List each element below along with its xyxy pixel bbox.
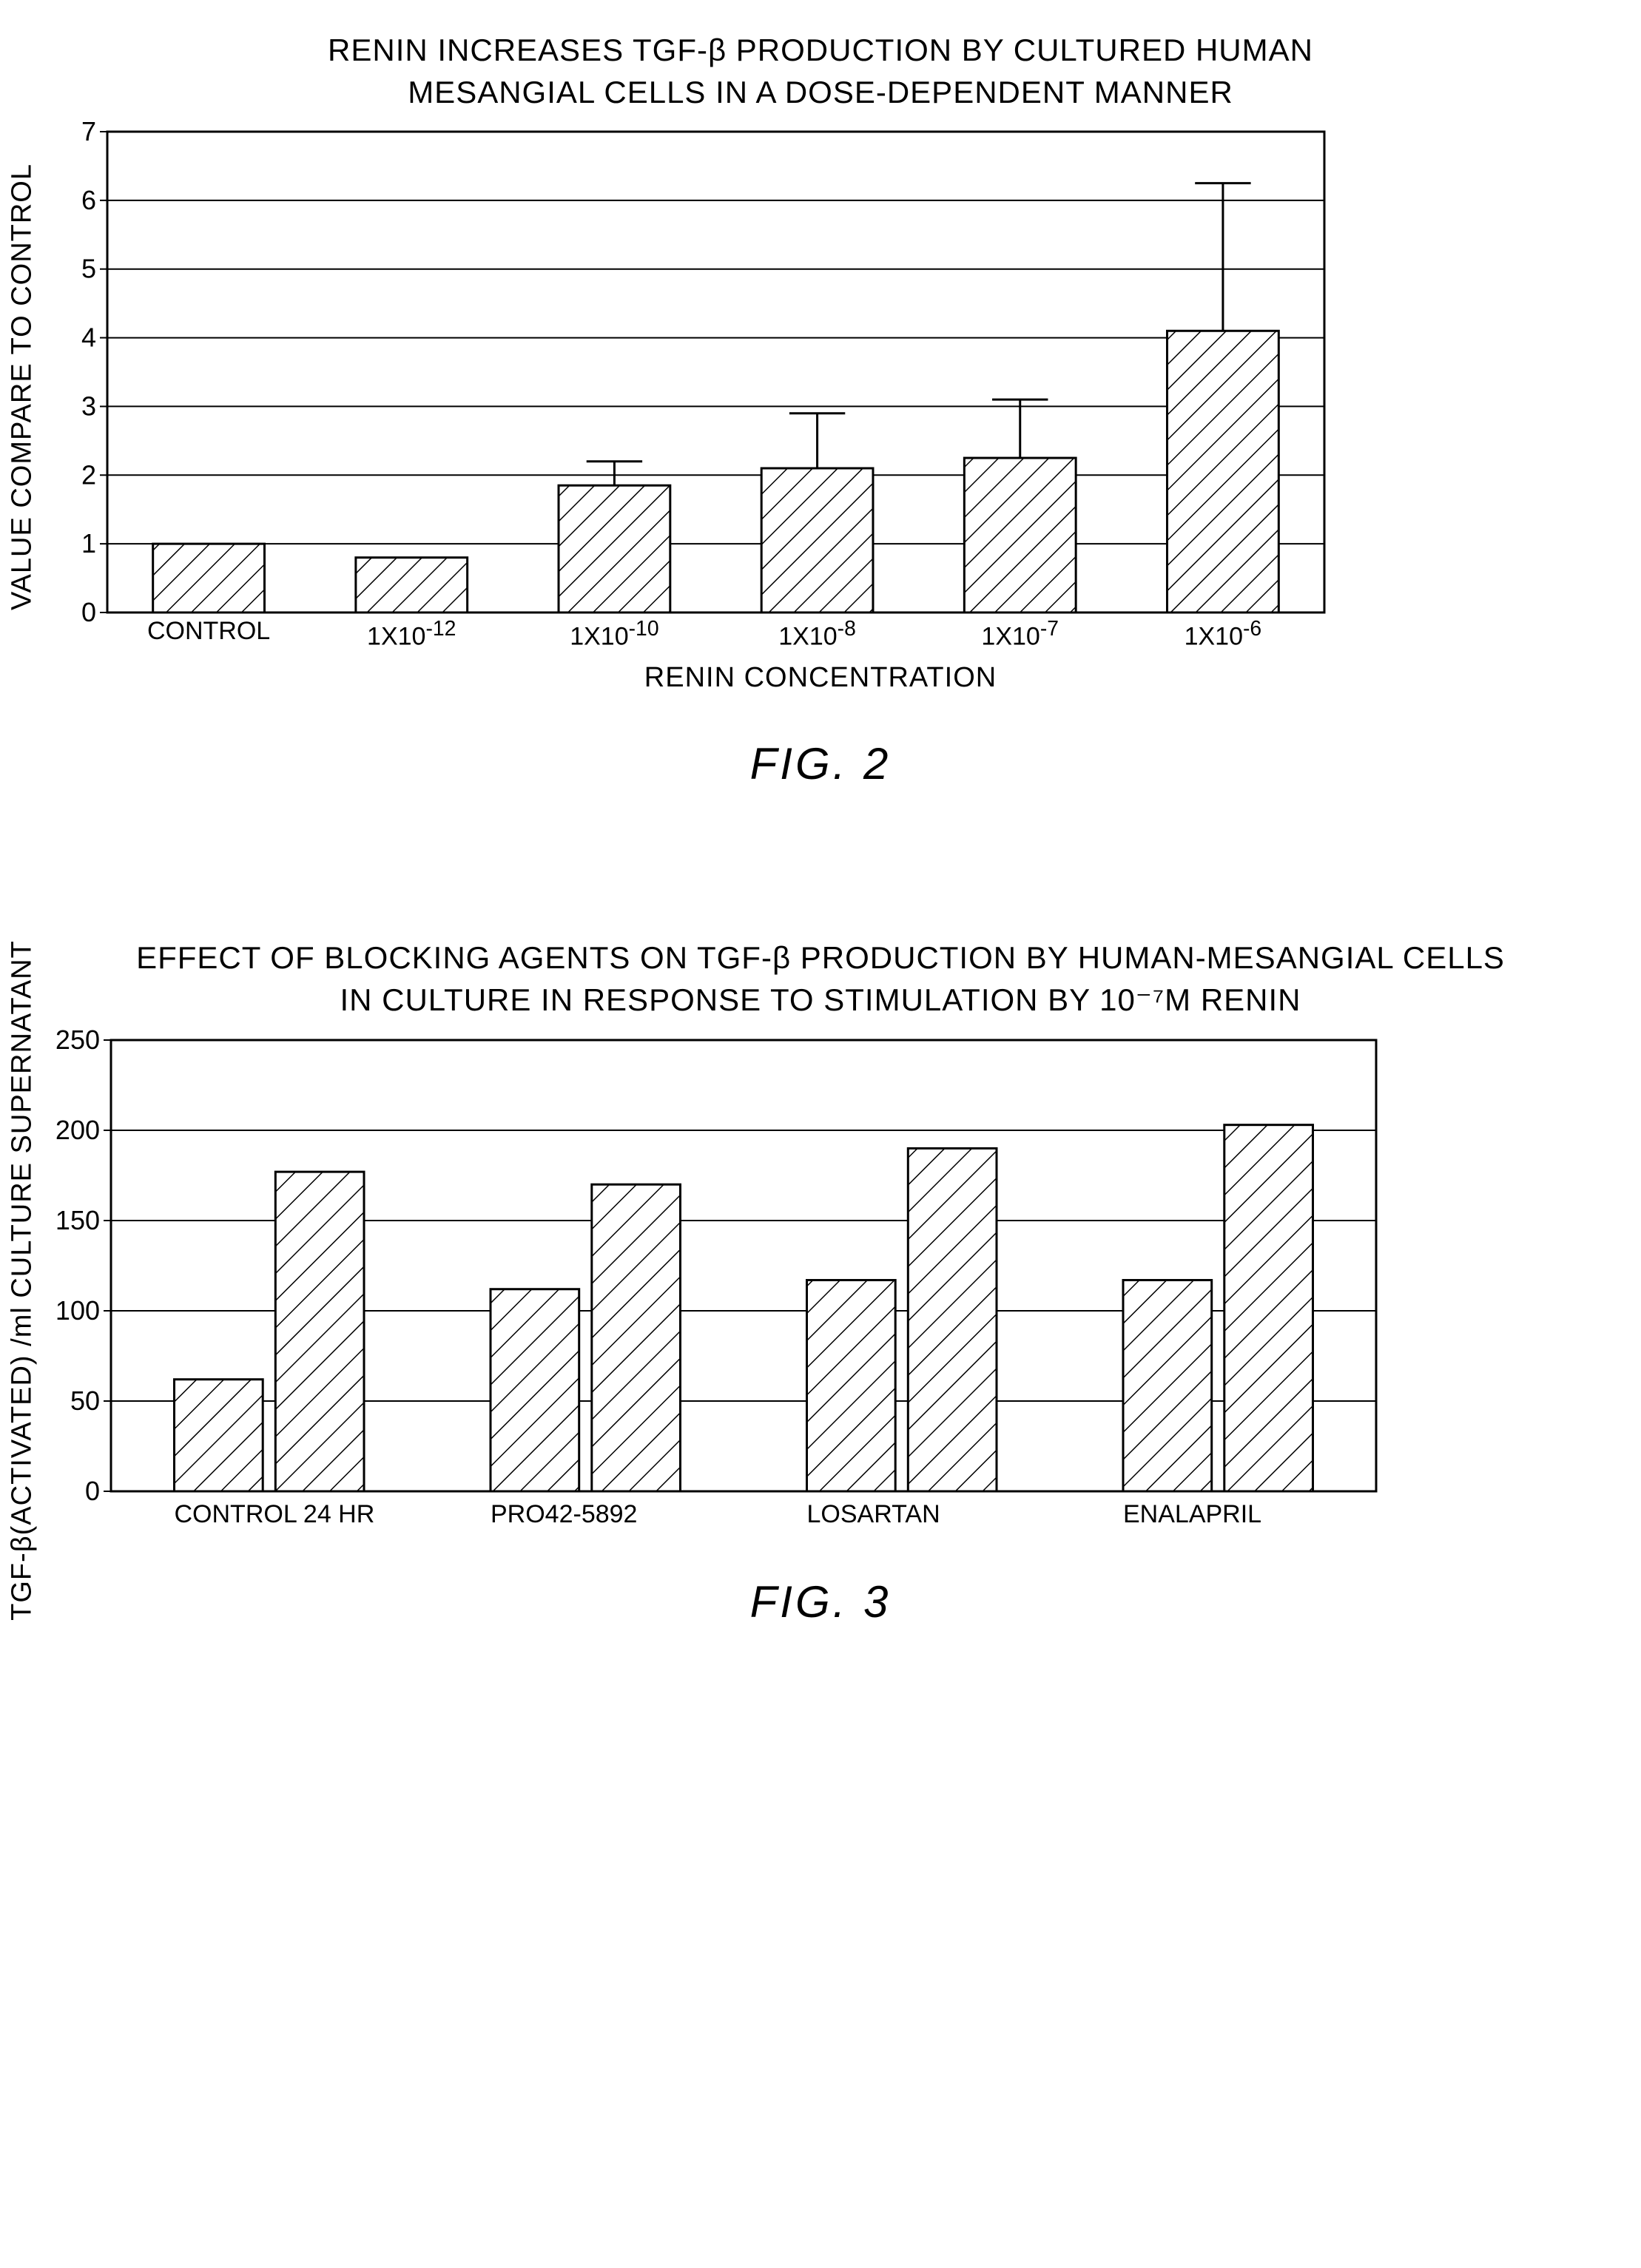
fig2-caption: FIG. 2 bbox=[30, 738, 1611, 789]
svg-text:3: 3 bbox=[81, 391, 96, 422]
figure-3: EFFECT OF BLOCKING AGENTS ON TGF-β PRODU… bbox=[30, 937, 1611, 1627]
svg-text:150: 150 bbox=[55, 1205, 100, 1235]
fig2-chart: 01234567CONTROL1X10-121X10-101X10-81X10-… bbox=[30, 121, 1347, 653]
figure-2: RENIN INCREASES TGF-β PRODUCTION BY CULT… bbox=[30, 30, 1611, 789]
svg-text:50: 50 bbox=[70, 1386, 100, 1416]
svg-text:250: 250 bbox=[55, 1029, 100, 1055]
svg-text:4: 4 bbox=[81, 323, 96, 353]
svg-text:ENALAPRIL: ENALAPRIL bbox=[1123, 1500, 1261, 1528]
bar bbox=[964, 458, 1076, 612]
svg-text:7: 7 bbox=[81, 121, 96, 146]
bar bbox=[592, 1184, 681, 1491]
bar bbox=[356, 558, 468, 612]
fig3-chart-wrap: TGF-β(ACTIVATED) /ml CULTURE SUPERNATANT… bbox=[30, 1029, 1611, 1532]
svg-text:6: 6 bbox=[81, 185, 96, 215]
bar bbox=[1123, 1280, 1212, 1491]
bar bbox=[761, 468, 873, 612]
fig3-caption: FIG. 3 bbox=[30, 1576, 1611, 1627]
svg-text:CONTROL 24 HR: CONTROL 24 HR bbox=[175, 1500, 375, 1528]
bar bbox=[807, 1280, 896, 1491]
svg-text:2: 2 bbox=[81, 460, 96, 490]
fig2-chart-wrap: VALUE COMPARE TO CONTROL 01234567CONTROL… bbox=[30, 121, 1611, 653]
svg-text:0: 0 bbox=[85, 1476, 100, 1506]
bar bbox=[1167, 331, 1279, 613]
svg-text:1: 1 bbox=[81, 529, 96, 559]
svg-text:0: 0 bbox=[81, 597, 96, 627]
bar bbox=[275, 1172, 364, 1491]
fig2-ylabel: VALUE COMPARE TO CONTROL bbox=[7, 163, 38, 610]
svg-text:PRO42-5892: PRO42-5892 bbox=[491, 1500, 637, 1528]
svg-text:100: 100 bbox=[55, 1295, 100, 1326]
fig2-xlabel: RENIN CONCENTRATION bbox=[30, 662, 1611, 694]
bar bbox=[175, 1379, 263, 1491]
bar bbox=[908, 1148, 997, 1491]
fig3-ylabel: TGF-β(ACTIVATED) /ml CULTURE SUPERNATANT bbox=[7, 940, 38, 1621]
bar bbox=[491, 1289, 579, 1491]
bar bbox=[153, 544, 265, 613]
bar bbox=[559, 486, 670, 613]
svg-text:5: 5 bbox=[81, 254, 96, 284]
svg-text:LOSARTAN: LOSARTAN bbox=[807, 1500, 940, 1528]
fig3-title: EFFECT OF BLOCKING AGENTS ON TGF-β PRODU… bbox=[30, 937, 1611, 1021]
svg-text:200: 200 bbox=[55, 1115, 100, 1145]
fig2-title: RENIN INCREASES TGF-β PRODUCTION BY CULT… bbox=[30, 30, 1611, 113]
fig3-chart: 0 50 100 150 200 250 CONTROL 24 HR PRO42-5892 LO… bbox=[30, 1029, 1391, 1532]
bar bbox=[1224, 1124, 1313, 1491]
